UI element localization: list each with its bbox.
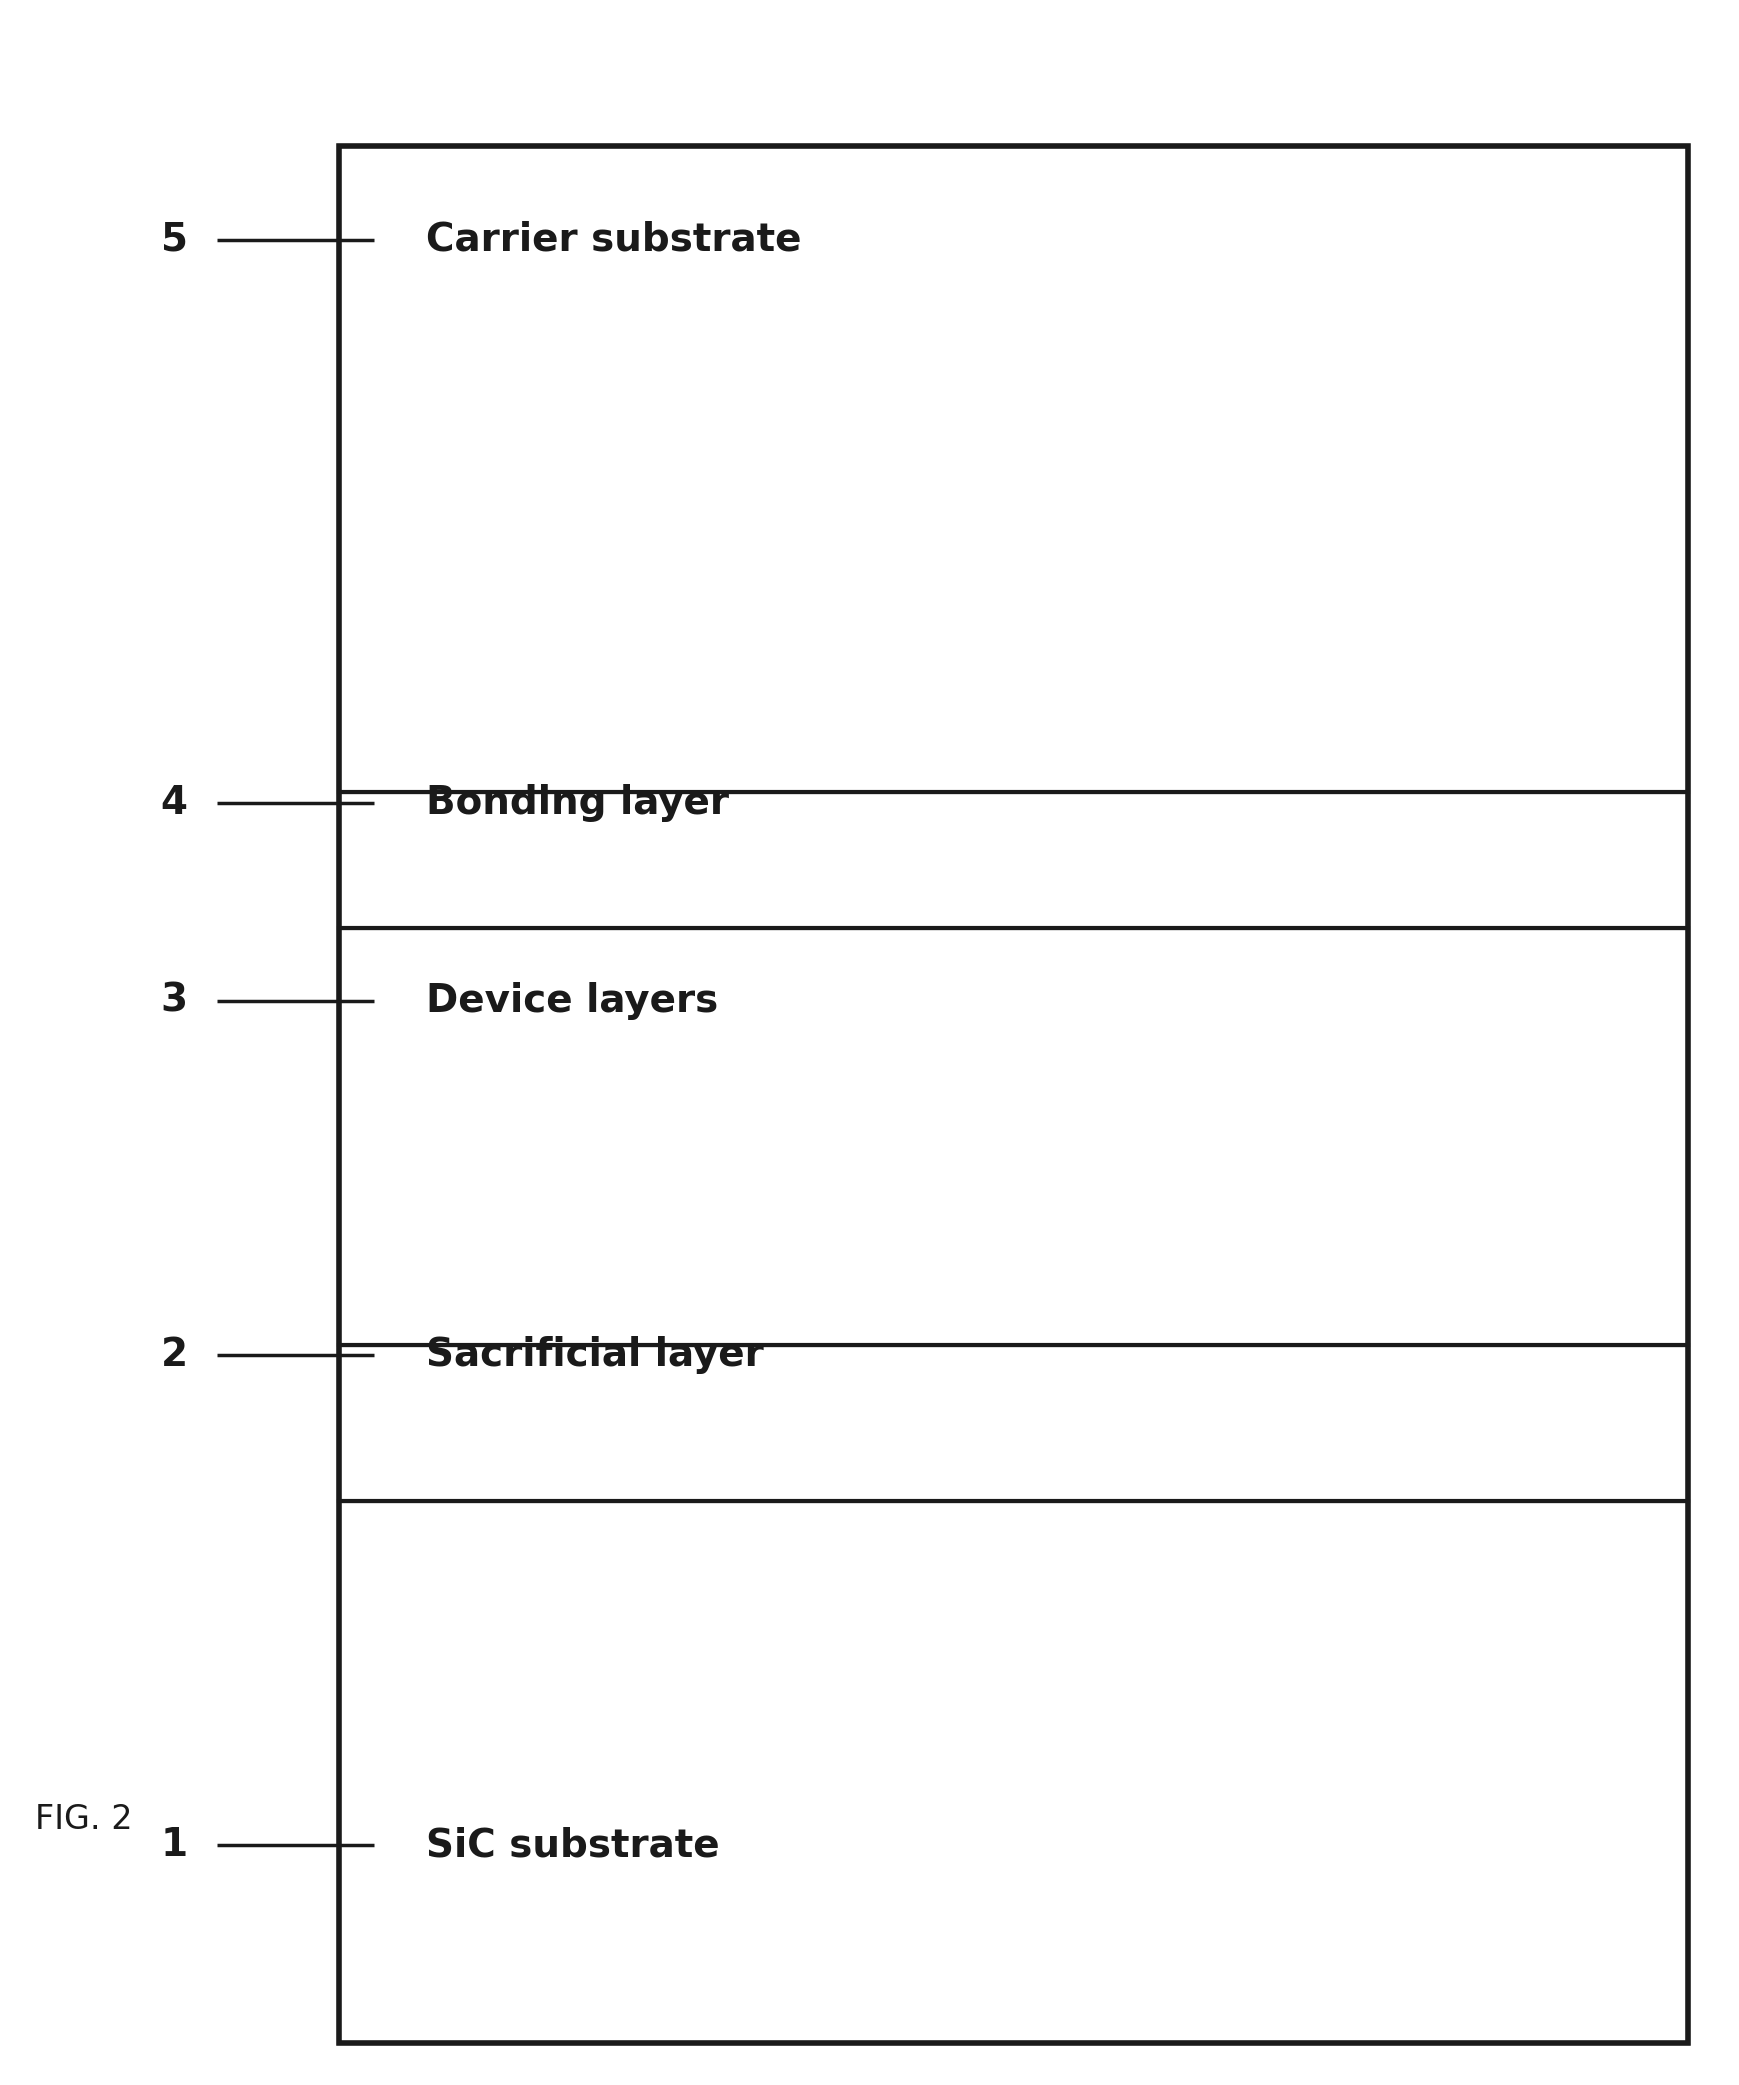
Text: SiC substrate: SiC substrate — [426, 1826, 720, 1864]
Bar — [339, 146, 1687, 2043]
Text: 5: 5 — [160, 221, 188, 259]
Bar — [339, 1345, 1687, 1501]
Bar — [339, 146, 1687, 792]
Text: Device layers: Device layers — [426, 982, 718, 1020]
Text: 2: 2 — [160, 1336, 188, 1374]
Text: Sacrificial layer: Sacrificial layer — [426, 1336, 763, 1374]
Text: Carrier substrate: Carrier substrate — [426, 221, 802, 259]
Text: 3: 3 — [160, 982, 188, 1020]
Bar — [339, 928, 1687, 1345]
Text: 4: 4 — [160, 784, 188, 821]
Bar — [339, 1501, 1687, 2043]
Text: Bonding layer: Bonding layer — [426, 784, 729, 821]
Text: 1: 1 — [160, 1826, 188, 1864]
Bar — [339, 792, 1687, 928]
Text: FIG. 2: FIG. 2 — [35, 1804, 132, 1837]
